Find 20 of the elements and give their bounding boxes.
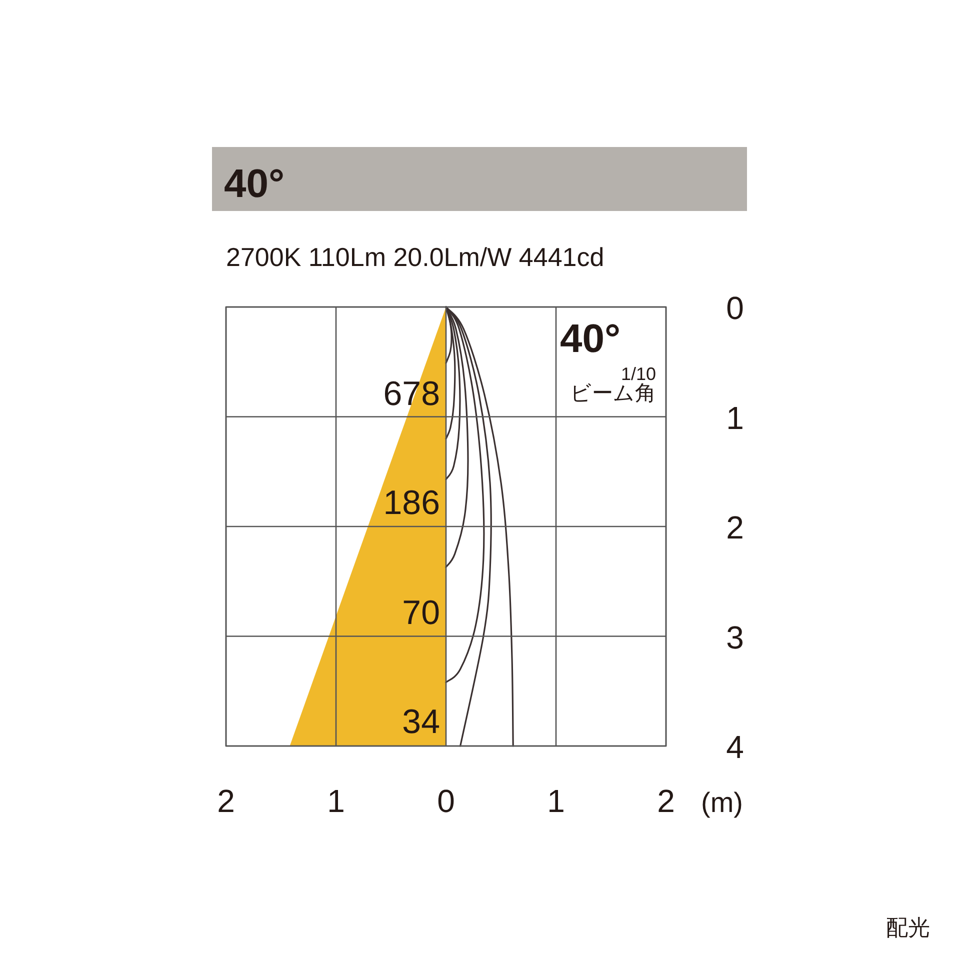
xtick: 2 [217,783,235,819]
ytick: 4 [726,729,744,765]
annotation: 40° [560,317,620,361]
annotation: 70 [402,594,440,632]
subtitle: 2700K 110Lm 20.0Lm/W 4441cd [226,242,604,272]
xtick: 1 [547,783,565,819]
xtick: 0 [437,783,455,819]
annotation: 186 [383,484,440,522]
ytick: 3 [726,619,744,656]
annotation: 34 [402,703,440,741]
ytick: 2 [726,510,744,546]
xlabel: (m) [701,787,743,818]
annotation: ビーム角 [570,382,656,405]
ytick: 0 [726,290,744,326]
ytick: 1 [726,400,744,436]
annotation: 1/10 [620,364,656,384]
xtick: 2 [657,783,675,819]
annotation: 配光 [886,915,930,940]
title: 40° [224,162,284,206]
xtick: 1 [327,783,345,819]
